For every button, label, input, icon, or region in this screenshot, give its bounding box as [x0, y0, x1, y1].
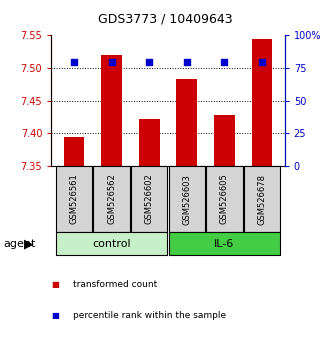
Text: GDS3773 / 10409643: GDS3773 / 10409643 — [98, 12, 233, 25]
Text: GSM526602: GSM526602 — [145, 174, 154, 224]
Point — [71, 59, 76, 64]
Text: agent: agent — [3, 239, 36, 249]
Point — [222, 59, 227, 64]
Bar — [206, 166, 243, 232]
Text: percentile rank within the sample: percentile rank within the sample — [73, 310, 226, 320]
Bar — [131, 166, 167, 232]
Point — [184, 59, 189, 64]
Bar — [169, 166, 205, 232]
Text: ▶: ▶ — [24, 237, 33, 250]
Text: IL-6: IL-6 — [214, 239, 235, 249]
Bar — [101, 55, 122, 166]
Text: control: control — [92, 239, 131, 249]
Bar — [56, 232, 167, 255]
Text: GSM526603: GSM526603 — [182, 174, 191, 224]
Bar — [214, 115, 235, 166]
Bar — [169, 232, 280, 255]
Text: ■: ■ — [51, 310, 59, 320]
Text: GSM526562: GSM526562 — [107, 174, 116, 224]
Bar — [139, 119, 160, 166]
Bar — [252, 39, 272, 166]
Text: GSM526678: GSM526678 — [258, 173, 266, 225]
Text: GSM526605: GSM526605 — [220, 174, 229, 224]
Bar — [176, 79, 197, 166]
Bar — [56, 166, 92, 232]
Bar — [244, 166, 280, 232]
Bar — [64, 137, 84, 166]
Text: ■: ■ — [51, 280, 59, 290]
Text: GSM526561: GSM526561 — [70, 174, 78, 224]
Point — [147, 59, 152, 64]
Bar — [93, 166, 130, 232]
Point — [260, 59, 265, 64]
Text: transformed count: transformed count — [73, 280, 157, 290]
Point — [109, 59, 114, 64]
